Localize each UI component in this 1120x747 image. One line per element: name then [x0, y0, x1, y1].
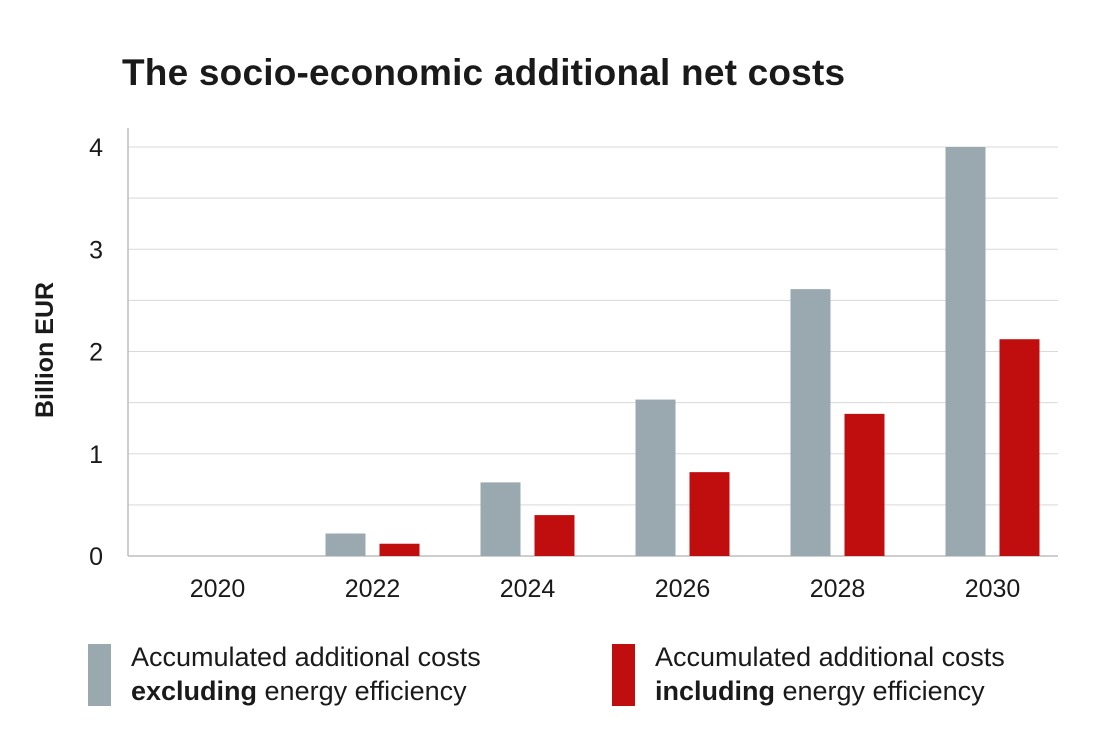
grid-lines	[128, 146, 1058, 506]
x-tick-label: 2020	[190, 575, 246, 603]
bar-excluding-2028	[790, 289, 831, 556]
bar-including-2024	[534, 515, 575, 556]
bar-excluding-2026	[635, 399, 676, 556]
bar-including-2030	[999, 339, 1040, 556]
legend-item-excluding: Accumulated additional costs excluding e…	[88, 640, 481, 708]
tick-labels: 0 1 2 3 4 2020 2022 2024 2026 2028 2030	[89, 134, 1020, 603]
bar-including-2022	[379, 543, 420, 556]
bar-excluding-2024	[480, 482, 521, 556]
legend-line2: including energy efficiency	[655, 674, 1005, 708]
y-tick-label: 3	[89, 236, 103, 264]
legend-bold: excluding	[131, 676, 258, 706]
y-tick-label: 1	[89, 441, 103, 469]
bar-including-2026	[689, 472, 730, 556]
legend-line1: Accumulated additional costs	[655, 642, 1005, 672]
legend-line1: Accumulated additional costs	[131, 642, 481, 672]
legend-swatch-including	[612, 644, 635, 706]
y-tick-label: 4	[89, 134, 103, 162]
legend-rest: energy efficiency	[257, 676, 467, 706]
y-tick-label: 0	[89, 543, 103, 571]
axes	[127, 128, 1058, 557]
legend-line2: excluding energy efficiency	[131, 674, 481, 708]
bars	[325, 147, 1040, 556]
x-tick-label: 2022	[345, 575, 401, 603]
x-tick-label: 2030	[965, 575, 1021, 603]
legend-rest: energy efficiency	[774, 676, 985, 706]
chart-title: The socio-economic additional net costs	[122, 52, 846, 93]
bar-excluding-2022	[325, 533, 366, 556]
legend-text-including: Accumulated additional costs including e…	[655, 640, 1005, 708]
y-tick-label: 2	[89, 339, 103, 367]
x-tick-label: 2028	[810, 575, 866, 603]
legend-text-excluding: Accumulated additional costs excluding e…	[131, 640, 481, 708]
legend-item-including: Accumulated additional costs including e…	[612, 640, 1005, 708]
x-tick-label: 2026	[655, 575, 711, 603]
legend-swatch-excluding	[88, 644, 111, 706]
bar-excluding-2030	[945, 147, 986, 556]
x-tick-label: 2024	[500, 575, 556, 603]
bar-including-2028	[844, 413, 885, 556]
y-axis-label: Billion EUR	[31, 282, 59, 418]
legend-bold: including	[655, 676, 775, 706]
